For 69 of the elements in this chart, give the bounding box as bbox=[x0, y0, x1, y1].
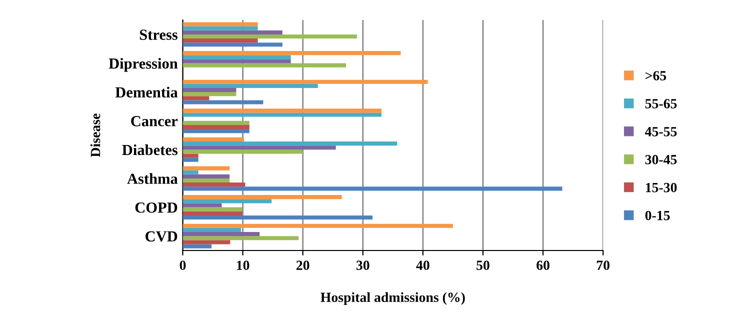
x-axis-title: Hospital admissions (%) bbox=[320, 292, 465, 305]
bar bbox=[182, 154, 198, 158]
x-tick-label: 50 bbox=[476, 260, 490, 270]
legend-label: 0-15 bbox=[645, 210, 670, 220]
bar bbox=[182, 129, 250, 134]
y-axis-title: Disease bbox=[90, 114, 100, 158]
x-tick-label: 60 bbox=[536, 260, 550, 270]
x-tick-label: 20 bbox=[296, 260, 310, 270]
x-tick-label: 70 bbox=[596, 260, 610, 270]
bar bbox=[182, 236, 299, 240]
bar bbox=[182, 224, 453, 228]
bar bbox=[182, 34, 357, 39]
x-tick-label: 40 bbox=[416, 260, 430, 270]
bar bbox=[182, 244, 212, 248]
bar bbox=[182, 150, 303, 154]
x-tick-label: 0 bbox=[180, 260, 186, 270]
bar bbox=[182, 195, 342, 200]
legend-label: 55-65 bbox=[645, 99, 677, 108]
y-tick-label: CVD bbox=[146, 231, 178, 242]
bar bbox=[182, 80, 428, 84]
bar bbox=[182, 178, 230, 183]
bar bbox=[182, 207, 242, 212]
y-tick-label: Dementia bbox=[115, 86, 178, 98]
legend-label: 45-55 bbox=[645, 127, 677, 136]
bar bbox=[182, 55, 291, 60]
y-tick-label: Asthma bbox=[127, 173, 178, 184]
legend-label: 15-30 bbox=[646, 182, 677, 192]
bar bbox=[182, 120, 250, 125]
y-tick-label: Dipression bbox=[108, 58, 178, 72]
bar bbox=[182, 182, 246, 187]
bar bbox=[182, 174, 230, 178]
y-tick-label: Stress bbox=[140, 30, 178, 40]
bar bbox=[182, 142, 398, 146]
bar bbox=[182, 30, 282, 34]
bar bbox=[182, 92, 236, 96]
legend-label: >65 bbox=[646, 71, 666, 80]
bar bbox=[182, 51, 401, 56]
bar bbox=[182, 215, 372, 220]
bar bbox=[182, 124, 250, 130]
bar bbox=[182, 38, 258, 43]
bar bbox=[182, 232, 260, 236]
y-tick-label: Cancer bbox=[131, 116, 178, 126]
bar bbox=[182, 146, 336, 150]
bar bbox=[182, 240, 230, 244]
x-tick-label: 30 bbox=[356, 260, 370, 270]
bar bbox=[182, 158, 198, 162]
bar bbox=[182, 96, 210, 100]
bar bbox=[182, 112, 382, 117]
bar bbox=[182, 137, 244, 142]
bar bbox=[182, 228, 241, 232]
bar bbox=[182, 26, 258, 30]
bar bbox=[182, 100, 264, 104]
y-tick-label: Diabetes bbox=[122, 144, 178, 156]
bar bbox=[182, 88, 236, 92]
bar bbox=[182, 84, 318, 88]
bar bbox=[182, 166, 230, 170]
bar bbox=[182, 203, 222, 208]
bar bbox=[182, 42, 282, 47]
bar bbox=[182, 63, 346, 68]
legend-label: 30-45 bbox=[645, 154, 677, 164]
y-tick-label: COPD bbox=[135, 202, 178, 213]
bar bbox=[182, 199, 272, 204]
x-tick-label: 10 bbox=[236, 260, 250, 270]
bar bbox=[182, 59, 291, 64]
bar bbox=[182, 186, 562, 191]
bar bbox=[182, 108, 382, 113]
bar bbox=[182, 170, 198, 174]
bar bbox=[182, 211, 242, 216]
bar bbox=[182, 22, 258, 26]
